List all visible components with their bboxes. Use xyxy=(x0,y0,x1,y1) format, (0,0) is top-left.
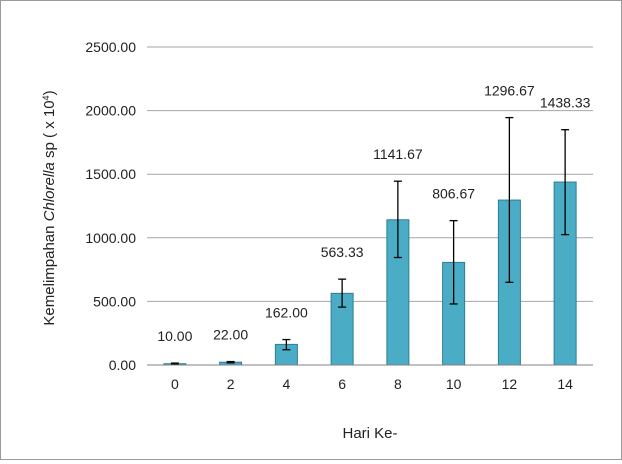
y-axis-title-suffix: ) xyxy=(41,90,58,95)
error-bars xyxy=(170,116,570,366)
y-axis-title-italic: Chlorella xyxy=(41,162,58,221)
y-tick-label: 0.00 xyxy=(109,357,136,373)
y-tick-label: 500.00 xyxy=(93,293,136,309)
data-label: 1296.67 xyxy=(484,83,535,99)
x-tick-labels: 0 2 4 6 8 10 12 14 xyxy=(171,376,573,392)
y-tick-label: 1500.00 xyxy=(85,166,136,182)
y-tick-label: 2500.00 xyxy=(85,39,136,55)
x-tick-label: 6 xyxy=(338,376,346,392)
y-axis-title-middle: sp ( x 10 xyxy=(41,100,58,162)
data-label: 1438.33 xyxy=(540,95,591,111)
y-axis-title-superscript: 4 xyxy=(41,95,51,100)
y-axis-title-prefix: Kemelimpahan xyxy=(41,221,58,325)
y-tick-label: 2000.00 xyxy=(85,103,136,119)
x-tick-label: 0 xyxy=(171,376,179,392)
x-axis-title: Hari Ke- xyxy=(342,425,397,442)
data-label: 563.33 xyxy=(321,244,364,260)
y-tick-label: 1000.00 xyxy=(85,230,136,246)
x-tick-label: 14 xyxy=(557,376,573,392)
data-label: 1141.67 xyxy=(373,146,423,162)
data-label: 10.00 xyxy=(157,328,192,344)
y-axis-title: Kemelimpahan Chlorella sp ( x 104) xyxy=(41,90,58,325)
data-labels: 10.00 22.00 162.00 563.33 1141.67 806.67 1296.… xyxy=(157,83,590,344)
data-label: 162.00 xyxy=(265,305,308,321)
data-label: 806.67 xyxy=(432,186,475,202)
y-tick-labels: 0.00 500.00 1000.00 1500.00 2000.00 2500.00 xyxy=(85,39,136,373)
x-tick-label: 2 xyxy=(227,376,235,392)
x-tick-label: 12 xyxy=(502,376,518,392)
x-tick-label: 10 xyxy=(446,376,462,392)
x-tick-label: 4 xyxy=(282,376,290,392)
x-tick-label: 8 xyxy=(394,376,402,392)
data-label: 22.00 xyxy=(213,327,248,343)
